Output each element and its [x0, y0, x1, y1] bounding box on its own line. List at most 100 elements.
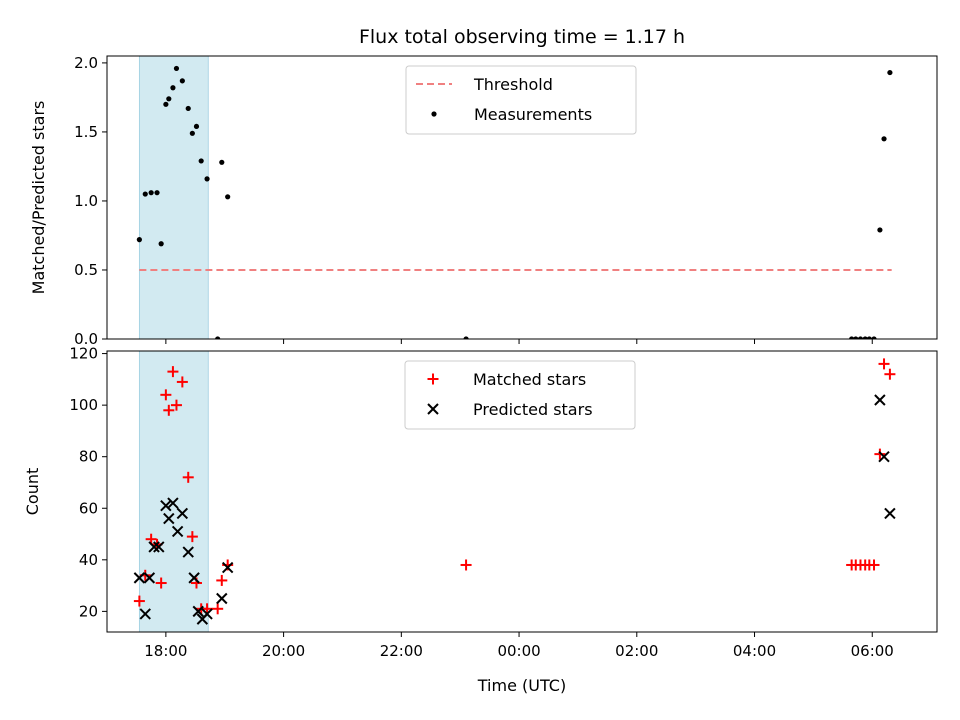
predicted-stars-point	[182, 546, 194, 558]
legend: Matched stars Predicted stars	[404, 360, 636, 430]
predicted-stars-point-stroke	[192, 605, 204, 618]
y-tick-label: 120	[69, 345, 98, 363]
measurements-point	[857, 336, 864, 339]
matched-stars-point	[163, 404, 175, 416]
predicted-stars-point	[221, 561, 234, 574]
measurements-point	[225, 194, 231, 200]
predicted-stars-point-stroke	[182, 546, 194, 558]
measurements-point	[166, 96, 172, 102]
matched-stars-point	[874, 448, 886, 460]
axes-frame	[106, 350, 938, 633]
predicted-stars-point-stroke	[153, 541, 165, 553]
predicted-stars-point	[153, 541, 165, 553]
legend-label: Predicted stars	[473, 400, 593, 419]
predicted-stars-point-stroke	[133, 572, 146, 584]
matched-stars-point	[878, 358, 890, 370]
measurements-point	[142, 191, 148, 197]
predicted-stars-point-stroke	[139, 608, 151, 620]
top-panel: 0.0 0.5 1.0 1.5 2.0 Matched/Predicted stars Th…	[29, 54, 938, 348]
predicted-stars-point	[878, 450, 890, 463]
predicted-stars-point-stroke	[160, 499, 172, 512]
matched-stars-point	[884, 368, 896, 380]
y-tick-label: 1.0	[74, 192, 98, 210]
matched-stars-point	[868, 559, 880, 571]
measurements-point	[163, 101, 169, 107]
predicted-stars-point	[188, 572, 200, 584]
predicted-stars-point	[148, 541, 160, 553]
measurements-point	[877, 227, 883, 233]
predicted-stars-point-stroke	[201, 608, 213, 620]
y-axis-label: Count	[23, 468, 42, 516]
x-tick-label: 22:00	[380, 642, 423, 660]
observing-interval-shade	[138, 55, 209, 340]
matched-stars-point	[201, 603, 213, 615]
measurements-point	[185, 105, 191, 112]
predicted-stars-point-stroke	[188, 572, 200, 584]
x-tick-label: 20:00	[262, 642, 305, 660]
predicted-stars-point-stroke	[221, 561, 234, 574]
x-axis-label: Time (UTC)	[477, 676, 566, 695]
measurements-point	[136, 237, 142, 243]
measurements-point	[849, 336, 855, 339]
measurements-point	[215, 336, 221, 339]
matched-stars-point	[186, 531, 198, 543]
observing-interval-shade	[138, 350, 209, 633]
measurements-point	[189, 130, 195, 136]
y-axis-label: Matched/Predicted stars	[29, 101, 48, 295]
measurements-point	[881, 136, 887, 142]
matched-stars-point	[176, 376, 188, 388]
measurements-point	[862, 336, 868, 339]
measurements-point	[173, 65, 180, 72]
y-tick-label: 80	[79, 448, 98, 466]
predicted-stars-point	[874, 394, 886, 406]
predicted-stars-point-stroke	[163, 512, 175, 525]
measurements-point	[866, 336, 872, 339]
y-tick-label: 60	[79, 499, 98, 517]
predicted-stars-point-stroke	[874, 394, 886, 406]
matched-stars-point	[460, 559, 472, 571]
x-tick-label: 06:00	[851, 642, 894, 660]
matched-stars-point	[133, 595, 145, 607]
predicted-stars-point-stroke	[884, 507, 896, 520]
predicted-stars-point	[884, 507, 896, 520]
measurements-point	[148, 190, 154, 196]
predicted-stars-point	[163, 512, 175, 525]
y-tick-label: 0.0	[74, 330, 98, 348]
plot-area	[136, 65, 893, 339]
legend-box	[405, 65, 637, 135]
predicted-stars-point	[192, 605, 204, 618]
measurements-point	[219, 159, 225, 165]
predicted-stars-point-stroke	[171, 525, 184, 538]
predicted-stars-point	[143, 572, 156, 584]
measurements-point	[887, 69, 893, 76]
matched-stars-point	[167, 366, 179, 378]
legend-label: Matched stars	[473, 370, 586, 389]
measurements-point	[204, 176, 210, 182]
y-tick-label: 40	[79, 551, 98, 569]
y-tick-label: 1.5	[74, 123, 98, 141]
legend-swatch	[427, 373, 439, 385]
predicted-stars-point	[167, 497, 179, 509]
y-tick-label: 20	[79, 602, 98, 620]
legend: Threshold Measurements	[405, 65, 637, 135]
x-tick-label: 18:00	[144, 642, 187, 660]
measurements-point	[158, 241, 164, 247]
x-tick-label: 04:00	[733, 642, 776, 660]
y-tick-label: 100	[69, 396, 98, 414]
matched-stars-point	[155, 577, 167, 589]
legend-swatch-stroke	[427, 403, 439, 415]
x-tick-label: 00:00	[497, 642, 540, 660]
matched-stars-point	[216, 574, 228, 586]
predicted-stars-point-stroke	[148, 541, 160, 553]
predicted-stars-point-stroke	[167, 497, 179, 509]
measurements-point	[193, 123, 200, 130]
predicted-stars-point-stroke	[216, 592, 228, 605]
plot-area	[133, 358, 896, 625]
measurements-point	[170, 85, 176, 91]
measurements-point	[198, 158, 204, 164]
measurements-point	[154, 190, 160, 196]
legend-box	[404, 360, 636, 430]
bottom-panel: 20 40 60 80 100 120 18:00 20:00 22:00 00:00 02:00 0…	[23, 345, 938, 660]
matched-stars-point	[182, 471, 194, 483]
